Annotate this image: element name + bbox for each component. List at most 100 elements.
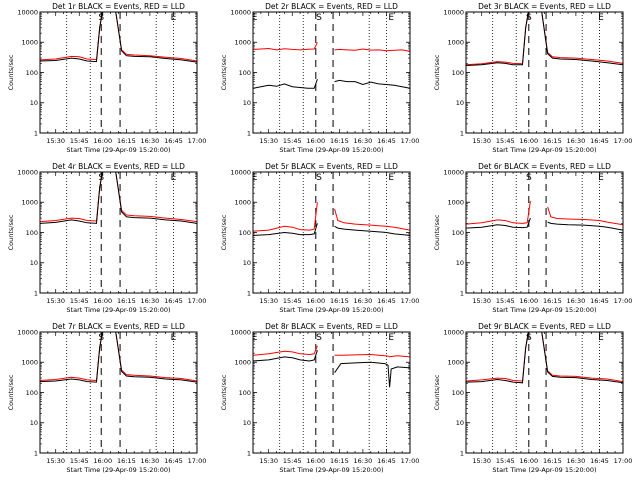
panel-title: Det 1r BLACK = Events, RED = LLD	[52, 2, 185, 11]
x-axis-label: Start Time (29-Apr-09 15:20:00)	[492, 146, 596, 154]
y-tick-label: 1000	[447, 199, 464, 207]
y-tick-label: 10	[456, 419, 464, 427]
marker-label: S	[98, 173, 104, 183]
x-tick-label: 16:00	[519, 137, 538, 145]
y-tick-label: 1	[34, 449, 38, 457]
panel-det-1: Det 1r BLACK = Events, RED = LLD Counts/s…	[7, 2, 206, 154]
x-tick-label: 16:45	[377, 297, 396, 305]
x-tick-label: 15:30	[46, 297, 65, 305]
panel-title: Det 8r BLACK = Events, RED = LLD	[265, 322, 398, 331]
y-axis-label: Counts/sec	[7, 54, 15, 90]
x-tick-label: 16:30	[354, 137, 373, 145]
x-tick-label: 16:45	[164, 297, 183, 305]
x-tick-label: 17:00	[401, 297, 420, 305]
x-tick-label: 16:30	[141, 457, 160, 465]
x-tick-label: 15:30	[259, 137, 278, 145]
marker-label: E	[598, 13, 604, 23]
y-tick-label: 1000	[234, 199, 251, 207]
plot-frame	[465, 331, 624, 454]
x-axis-label: Start Time (29-Apr-09 15:20:00)	[279, 466, 383, 474]
x-tick-label: 16:15	[117, 457, 136, 465]
x-tick-label: 16:00	[93, 297, 112, 305]
x-tick-label: 16:30	[567, 457, 586, 465]
x-tick-label: 17:00	[614, 297, 633, 305]
series-line-black	[40, 12, 197, 63]
x-tick-label: 16:15	[330, 137, 349, 145]
x-tick-label: 17:00	[401, 137, 420, 145]
panel-det-7: Det 7r BLACK = Events, RED = LLD Counts/s…	[7, 322, 206, 474]
y-tick-label: 10000	[17, 8, 38, 16]
x-tick-label: 16:45	[377, 457, 396, 465]
y-tick-label: 10	[456, 99, 464, 107]
x-tick-label: 16:00	[519, 457, 538, 465]
y-tick-label: 100	[452, 389, 464, 397]
series-line-black	[466, 217, 623, 231]
y-tick-label: 1000	[234, 359, 251, 367]
y-tick-label: 100	[239, 389, 251, 397]
y-axis-label: Counts/sec	[220, 214, 228, 250]
y-axis-label: Counts/sec	[220, 54, 228, 90]
x-tick-label: 16:15	[330, 297, 349, 305]
marker-label: E	[388, 13, 394, 23]
marker-label: E	[598, 333, 604, 343]
series-line-black	[466, 332, 623, 384]
series-line-black	[253, 223, 410, 236]
y-tick-label: 10	[30, 419, 38, 427]
x-tick-label: 16:15	[543, 137, 562, 145]
panel-det-9: Det 9r BLACK = Events, RED = LLD Counts/s…	[433, 322, 632, 474]
y-tick-label: 1	[247, 129, 251, 137]
series-line-red	[466, 332, 623, 383]
y-tick-label: 1000	[234, 39, 251, 47]
panel-title: Det 2r BLACK = Events, RED = LLD	[265, 2, 398, 11]
x-tick-label: 16:15	[117, 137, 136, 145]
plot-frame	[465, 171, 624, 294]
x-tick-label: 16:45	[590, 457, 609, 465]
marker-label: E	[252, 333, 258, 343]
x-tick-label: 15:45	[283, 457, 302, 465]
series-line-red	[40, 12, 197, 62]
y-tick-label: 1	[460, 449, 464, 457]
x-axis-label: Start Time (29-Apr-09 15:20:00)	[279, 146, 383, 154]
marker-label: E	[171, 173, 177, 183]
marker-label: S	[98, 333, 104, 343]
y-axis-label: Counts/sec	[7, 214, 15, 250]
series-line-red	[40, 172, 197, 223]
y-tick-label: 10	[243, 99, 251, 107]
x-tick-label: 15:45	[496, 137, 515, 145]
plot-frame	[252, 11, 411, 134]
marker-label: S	[316, 333, 322, 343]
y-tick-label: 100	[239, 229, 251, 237]
y-tick-label: 10000	[443, 8, 464, 16]
marker-label: S	[316, 173, 322, 183]
x-tick-label: 16:30	[567, 297, 586, 305]
panel-title: Det 9r BLACK = Events, RED = LLD	[478, 322, 611, 331]
y-tick-label: 10	[456, 259, 464, 267]
y-tick-label: 1	[247, 449, 251, 457]
y-tick-label: 1000	[21, 359, 38, 367]
x-axis-label: Start Time (29-Apr-09 15:20:00)	[66, 306, 170, 314]
y-tick-label: 1	[34, 289, 38, 297]
x-axis-label: Start Time (29-Apr-09 15:20:00)	[492, 466, 596, 474]
x-tick-label: 16:00	[519, 297, 538, 305]
panel-title: Det 7r BLACK = Events, RED = LLD	[52, 322, 185, 331]
y-tick-label: 100	[26, 389, 38, 397]
x-tick-label: 17:00	[188, 297, 207, 305]
x-tick-label: 17:00	[188, 457, 207, 465]
x-tick-label: 16:30	[354, 297, 373, 305]
series-line-red	[253, 42, 410, 52]
x-tick-label: 16:15	[330, 457, 349, 465]
series-line-red	[40, 332, 197, 382]
marker-label: S	[316, 13, 322, 23]
x-tick-label: 15:45	[283, 137, 302, 145]
plot-frame	[39, 171, 198, 294]
series-line-black	[253, 79, 410, 89]
x-tick-label: 16:45	[590, 297, 609, 305]
x-tick-label: 16:00	[93, 457, 112, 465]
y-tick-label: 1000	[21, 39, 38, 47]
y-tick-label: 100	[452, 229, 464, 237]
series-line-red	[253, 202, 410, 232]
marker-label: E	[171, 333, 177, 343]
panel-title: Det 6r BLACK = Events, RED = LLD	[478, 162, 611, 171]
y-axis-label: Counts/sec	[7, 374, 15, 410]
